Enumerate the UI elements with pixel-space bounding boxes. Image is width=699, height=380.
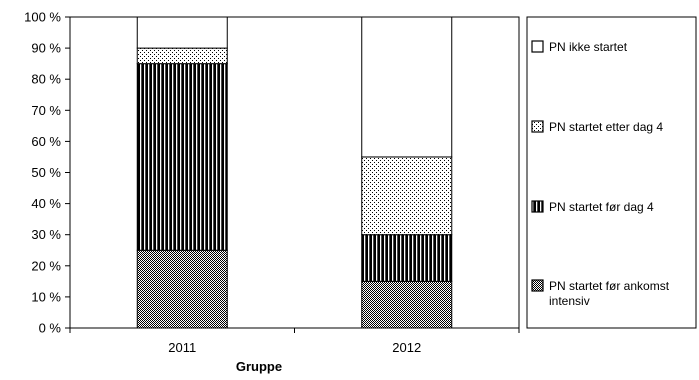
y-tick-label: 10 % [31,289,61,304]
plot-area [69,16,520,329]
legend-box [526,16,697,329]
legend-label: PN startet før dag 4 [549,200,654,214]
y-tick-label: 60 % [31,134,61,149]
y-tick-label: 0 % [39,321,62,336]
legend-item-pn-startet-etter-dag-4: PN startet etter dag 4 [531,120,663,134]
legend-swatch [531,120,544,133]
bar-2012-pn-startet-for-dag-4 [361,234,453,282]
x-axis-title: Gruppe [236,359,282,374]
y-tick-label: 90 % [31,41,61,56]
bar-2012-pn-ikke-startet [361,16,453,158]
legend-item-pn-startet-for-dag-4: PN startet før dag 4 [531,200,654,214]
bar-2012-pn-startet-etter-dag-4 [361,156,453,236]
legend-swatch [531,40,544,53]
legend-label: PN startet før ankomst intensiv [549,279,670,308]
y-axis: 0 % 10 % 20 % 30 % 40 % 50 % 60 % 70 % 80 % 90 % 1… [24,10,70,336]
y-tick-label: 50 % [31,165,61,180]
x-tick-label-2011: 2011 [168,340,196,355]
y-tick-label: 40 % [31,196,61,211]
legend-swatch [531,279,544,292]
bar-2012-pn-startet-for-ankomst-intensiv [361,280,453,329]
bar-2011-pn-startet-for-ankomst-intensiv [136,249,228,329]
bar-2011-pn-startet-etter-dag-4 [136,47,228,65]
y-tick-label: 20 % [31,258,61,273]
legend-label: PN ikke startet [549,40,628,54]
x-tick-label-2012: 2012 [392,340,421,355]
legend-item-pn-startet-for-ankomst-intensiv: PN startet før ankomst intensiv [531,279,670,308]
x-axis: 2011 2012 [69,328,520,355]
legend: PN ikke startet PN startet etter dag 4 PN … [526,16,697,329]
y-tick-label: 80 % [31,72,61,87]
legend-swatch [531,200,544,213]
bar-2011-pn-startet-for-dag-4 [136,63,228,251]
y-tick-label: 100 % [24,10,61,25]
y-tick-label: 70 % [31,103,61,118]
legend-item-pn-ikke-startet: PN ikke startet [531,40,628,54]
bar-2011-pn-ikke-startet [136,16,228,49]
legend-label: PN startet etter dag 4 [549,120,663,134]
y-tick-label: 30 % [31,227,61,242]
